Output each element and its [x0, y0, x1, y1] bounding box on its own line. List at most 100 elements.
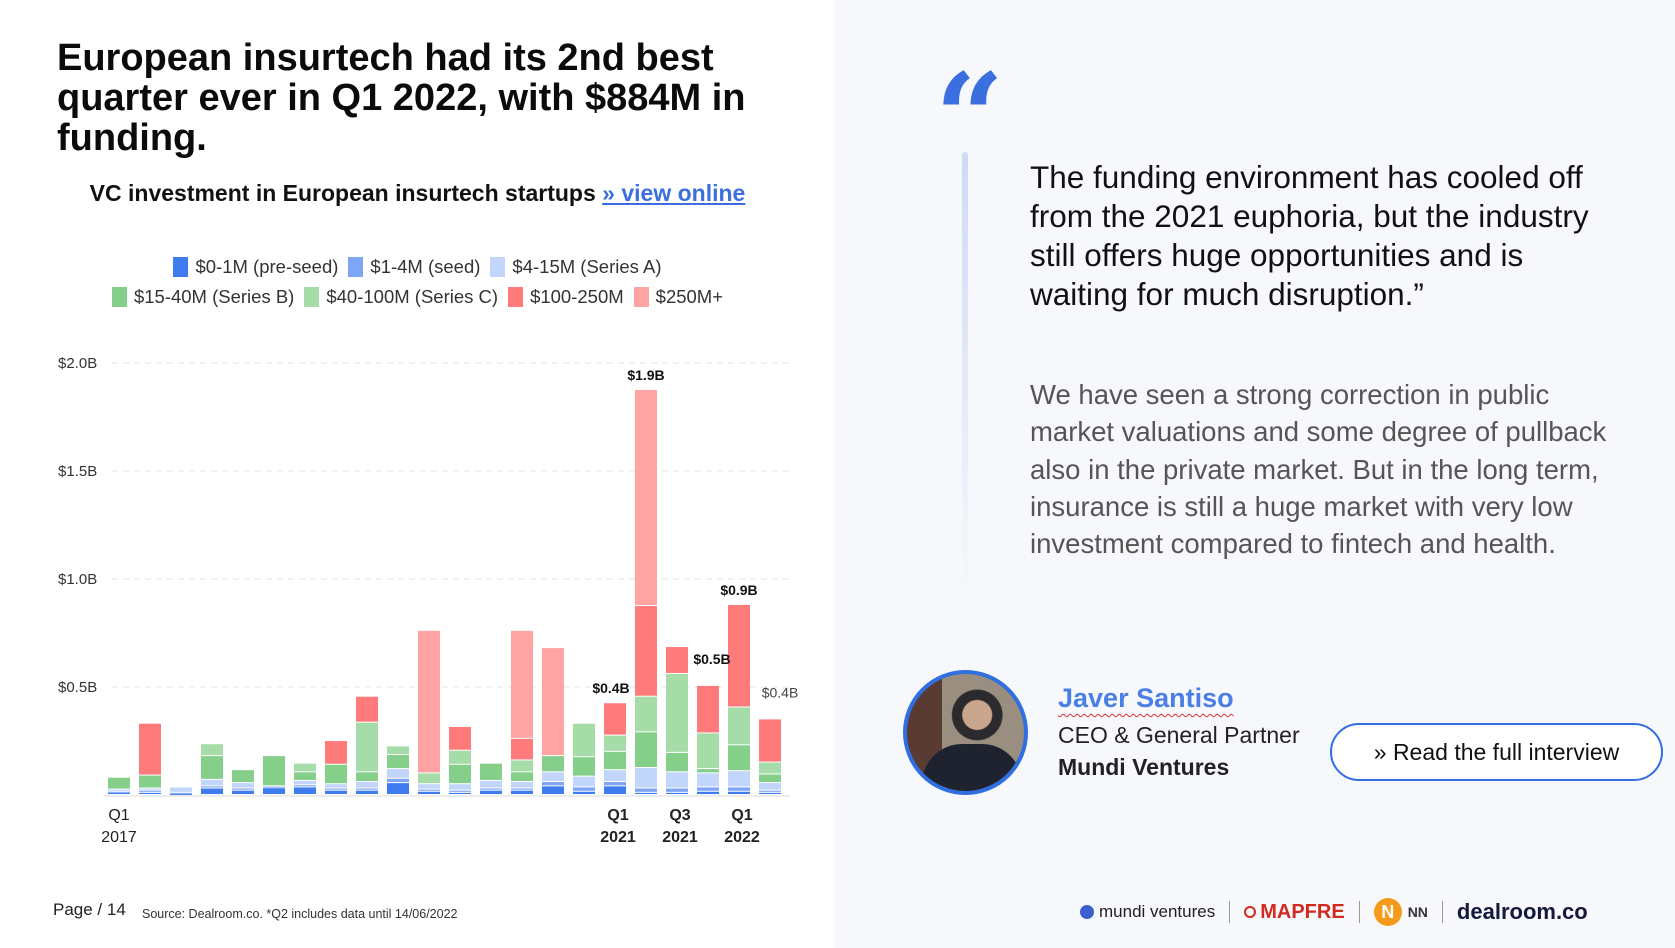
legend-swatch	[490, 257, 506, 277]
y-tick-label: $0.5B	[58, 679, 97, 696]
bar-segment	[759, 790, 781, 792]
x-tick-label: 2022	[724, 829, 760, 846]
x-tick-label: 2021	[600, 829, 636, 846]
bar-segment	[201, 756, 223, 779]
bar-segment	[604, 703, 626, 735]
bar-segment	[449, 784, 471, 790]
bar-segment	[697, 769, 719, 773]
bar-segment	[263, 756, 285, 786]
view-online-link[interactable]: » view online	[602, 180, 746, 206]
bar-segment	[294, 785, 316, 787]
bar-segment	[635, 788, 657, 792]
bar-segment	[573, 757, 595, 776]
bar-segment	[697, 791, 719, 794]
bar-segment	[418, 789, 440, 791]
bar-segment	[759, 783, 781, 790]
bar-segment	[232, 790, 254, 794]
legend-label: $100-250M	[530, 286, 624, 307]
bar-segment	[325, 790, 347, 794]
data-label: $0.5B	[693, 651, 730, 667]
person-role: CEO & General Partner	[1058, 722, 1300, 748]
x-tick-label: Q3	[669, 807, 690, 824]
bar-segment	[480, 788, 502, 790]
legend-item[interactable]: $0-1M (pre-seed)	[173, 256, 338, 278]
legend-swatch	[633, 287, 649, 307]
read-interview-button[interactable]: » Read the full interview	[1330, 723, 1663, 781]
stacked-bar-chart: $0.5B $1.0B $1.5B $2.0B $0.4B $1.9B $0.5B $0.9B…	[58, 355, 798, 846]
bar-segment	[759, 774, 781, 783]
mundi-ventures-logo: mundi ventures	[1080, 902, 1215, 922]
person-name[interactable]: Javer Santiso	[1058, 683, 1234, 713]
bar-segment	[170, 792, 192, 794]
x-tick-label: Q1	[108, 807, 129, 824]
bar-segment	[759, 792, 781, 794]
quote-divider	[962, 152, 968, 602]
legend-item[interactable]: $4-15M (Series A)	[490, 256, 662, 278]
bar-segment	[635, 696, 657, 732]
bar-segment	[759, 762, 781, 774]
bar-segment	[666, 752, 688, 772]
legend-item[interactable]: $100-250M	[508, 286, 624, 308]
quote-text: The funding environment has cooled off f…	[1030, 159, 1589, 312]
bar-segment	[387, 769, 409, 778]
quote-body: We have seen a strong correction in publ…	[1030, 379, 1607, 560]
divider	[1229, 901, 1231, 923]
bar-segment	[728, 787, 750, 791]
bar-segment	[697, 685, 719, 733]
bar-segment	[294, 787, 316, 794]
bar-segment	[449, 764, 471, 784]
data-label: $1.9B	[627, 367, 664, 383]
bar-segment	[232, 770, 254, 783]
legend-item[interactable]: $15-40M (Series B)	[111, 286, 295, 308]
bar-segment	[294, 772, 316, 780]
person-company: Mundi Ventures	[1058, 754, 1230, 780]
bar-segment	[728, 745, 750, 771]
bar-segment	[697, 733, 719, 769]
bar-segment	[356, 790, 378, 794]
bar-segment	[356, 772, 378, 782]
legend-item[interactable]: $40-100M (Series C)	[304, 286, 498, 308]
legend-item[interactable]: $250M+	[633, 286, 723, 308]
legend-label: $15-40M (Series B)	[133, 286, 295, 307]
legend-label: $0-1M (pre-seed)	[195, 256, 339, 277]
bar-segment	[108, 777, 130, 789]
bar-segment	[449, 750, 471, 764]
bar-segment	[604, 782, 626, 786]
partner-logos: mundi ventures MAPFRE N NN dealroom.co	[1080, 898, 1588, 926]
bar-segment	[511, 790, 533, 794]
bar-segment	[387, 755, 409, 769]
legend-item[interactable]: $1-4M (seed)	[348, 256, 480, 278]
legend-label: $4-15M (Series A)	[512, 256, 662, 277]
nn-text: NN	[1407, 904, 1428, 920]
y-tick-label: $1.0B	[58, 571, 97, 588]
bar-segment	[387, 746, 409, 755]
bar-segment	[294, 780, 316, 785]
bar-segment	[511, 630, 533, 738]
legend-swatch	[111, 287, 127, 307]
bar-segment	[666, 788, 688, 792]
mundi-text: mundi ventures	[1099, 902, 1216, 921]
mapfre-logo: MAPFRE	[1244, 901, 1345, 924]
bar-segment	[511, 788, 533, 790]
bar-segment	[201, 744, 223, 756]
bar-segment	[139, 788, 161, 790]
bar-segment	[511, 772, 533, 782]
bar-segment	[387, 778, 409, 783]
data-label: $0.9B	[720, 582, 757, 598]
x-tick-label: Q1	[731, 807, 752, 824]
bar-segment	[604, 786, 626, 794]
bar-segment	[511, 738, 533, 760]
bar-segment	[356, 722, 378, 772]
bar-segment	[635, 390, 657, 605]
mundi-icon	[1080, 905, 1094, 919]
bar-segment	[666, 674, 688, 752]
bar-segment	[697, 787, 719, 791]
bar-segment	[666, 792, 688, 794]
bar-segment	[635, 768, 657, 788]
chart-panel: European insurtech had its 2nd best quar…	[0, 0, 835, 948]
dealroom-logo: dealroom.co	[1456, 899, 1588, 924]
bar-segment	[604, 735, 626, 751]
x-tick-label: 2021	[662, 829, 698, 846]
bar-segment	[542, 772, 564, 782]
bar-segment	[666, 772, 688, 788]
